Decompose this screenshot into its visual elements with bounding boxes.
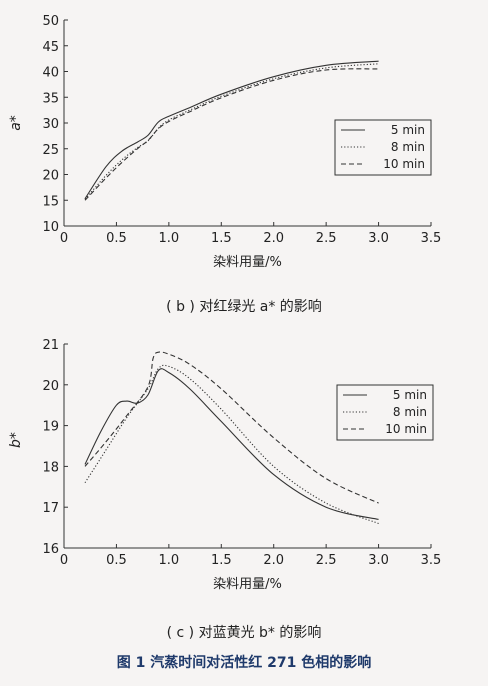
chart-a-y-tick-label: 20 [42, 169, 59, 184]
chart-b-y-axis-label: b* [8, 432, 24, 448]
chart-a-x-tick-label: 3.5 [421, 231, 442, 246]
chart-a-x-tick-label: 1.0 [159, 231, 180, 246]
chart-a-y-tick-label: 30 [42, 117, 59, 132]
chart-b-y-tick-label: 19 [42, 420, 59, 435]
chart-a-y-tick-label: 40 [42, 66, 59, 81]
chart-b-x-tick-label: 3.0 [368, 553, 389, 568]
chart-b-series-line-2 [84, 364, 379, 525]
chart-a-legend-label-3: 10 min [383, 157, 425, 171]
chart-a-x-tick-label: 2.5 [316, 231, 337, 246]
chart-b-x-axis-label: 染料用量/% [213, 577, 282, 592]
chart-a-x-tick-label: 2.0 [263, 231, 284, 246]
chart-b-x-tick-label: 2.0 [263, 553, 284, 568]
chart-b-x-tick-label: 3.5 [421, 553, 442, 568]
chart-b-series-line-1 [84, 368, 379, 520]
chart-a-legend-label-2: 8 min [391, 140, 425, 154]
chart-b-legend-label-1: 5 min [393, 388, 427, 402]
chart-a-y-tick-label: 10 [42, 220, 59, 235]
chart-a-y-tick-label: 35 [42, 91, 59, 106]
chart-a-y-tick-label: 15 [42, 194, 59, 209]
chart-b-y-tick-label: 21 [42, 338, 59, 353]
chart-a-x-axis-label: 染料用量/% [213, 255, 282, 270]
chart-b-x-tick-label: 1.0 [159, 553, 180, 568]
chart-b-series-line-3 [84, 351, 379, 504]
chart-b-y-tick-label: 17 [42, 501, 59, 516]
chart-b-y-tick-label: 16 [42, 542, 59, 557]
chart-a-series-line-3 [84, 68, 379, 201]
chart-b-y-tick-label: 18 [42, 460, 59, 475]
chart-a-x-tick-label: 1.5 [211, 231, 232, 246]
chart-a-y-axis-label: a* [8, 115, 24, 131]
chart-a-y-tick-label: 50 [42, 14, 59, 29]
caption-b: ( b ) 对红绿光 a* 的影响 [166, 299, 322, 315]
chart-a-x-tick-label: 0.5 [106, 231, 127, 246]
chart-a-y-tick-label: 45 [42, 40, 59, 55]
chart-a-x-tick-label: 3.0 [368, 231, 389, 246]
chart-b-star: 0 0.5 1.0 1.5 2.0 2.5 3.0 3.5 16 17 18 19 20 21 b* 染料用量… [8, 338, 442, 592]
chart-b-legend-label-2: 8 min [393, 405, 427, 419]
chart-b-x-tick-label: 2.5 [316, 553, 337, 568]
chart-a-series-line-1 [84, 60, 379, 200]
figure-title: 图 1 汽蒸时间对活性红 271 色相的影响 [116, 655, 372, 671]
chart-b-legend-label-3: 10 min [385, 422, 427, 436]
chart-a-x-tick-label: 0 [60, 231, 68, 246]
caption-c: ( c ) 对蓝黄光 b* 的影响 [166, 625, 322, 641]
chart-b-x-tick-label: 1.5 [211, 553, 232, 568]
chart-a-star: 0 0.5 1.0 1.5 2.0 2.5 3.0 3.5 10 15 20 25 30 35 40 45 50… [8, 14, 442, 270]
chart-a-series-line-2 [84, 63, 379, 200]
chart-a-legend-label-1: 5 min [391, 123, 425, 137]
chart-b-x-tick-label: 0.5 [106, 553, 127, 568]
chart-b-y-tick-label: 20 [42, 379, 59, 394]
chart-b-x-tick-label: 0 [60, 553, 68, 568]
chart-a-y-tick-label: 25 [42, 143, 59, 158]
